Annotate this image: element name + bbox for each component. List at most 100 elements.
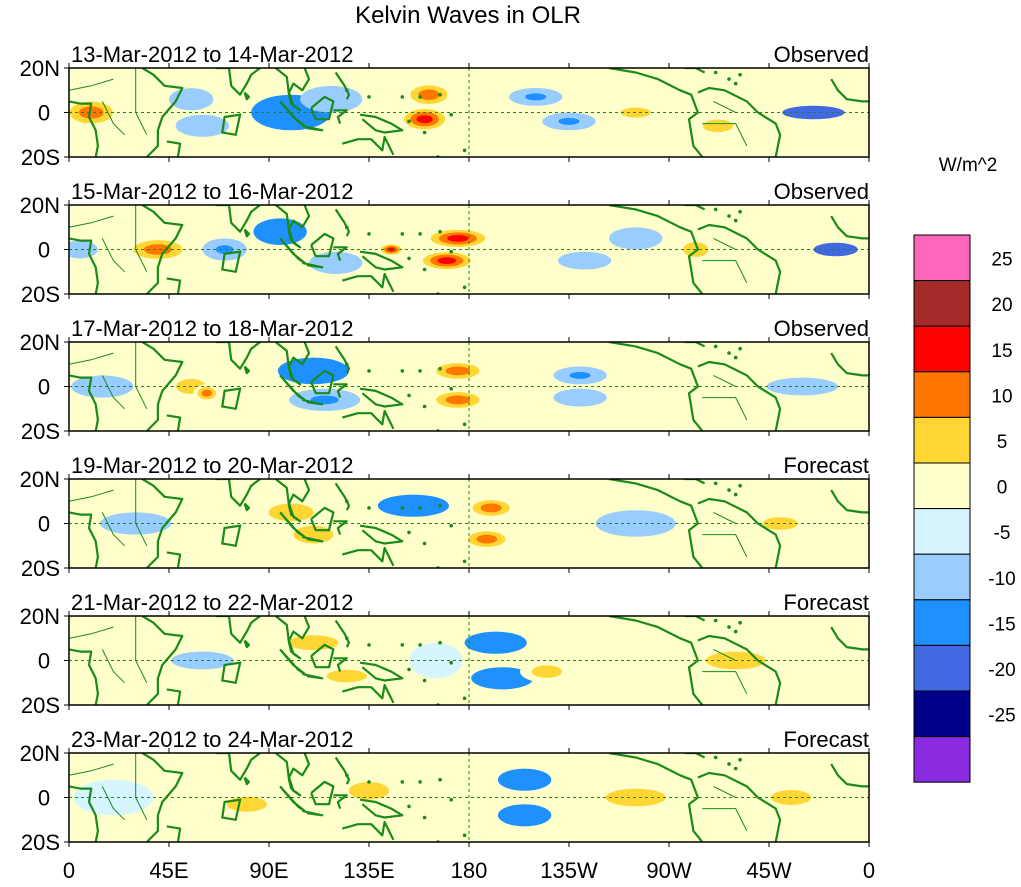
coastline [302,261,324,269]
coastline [243,639,251,649]
coastline [166,140,182,157]
x-tick-label: 45E [149,858,188,883]
panel-status-label: Observed [774,42,869,67]
coastline [141,342,184,431]
island [738,483,742,488]
island [733,766,738,771]
island [367,643,371,647]
coastline [69,237,100,294]
island [738,346,742,351]
island [727,625,731,629]
colorbar-label: 20 [991,295,1012,316]
box-outline [221,524,242,548]
colorbar-label: 15 [991,341,1012,362]
island [400,232,405,236]
country-border [713,785,736,798]
anomaly-contour [445,366,471,376]
coastline [141,753,184,842]
coastline [69,785,100,842]
coastline [243,91,251,101]
anomaly-contour [418,89,440,100]
colorbar-swatch [913,508,971,555]
coastline [141,68,184,157]
coastline [215,342,261,370]
island [462,833,467,838]
country-border [713,374,736,387]
y-tick-label: 0 [38,649,50,674]
country-border [713,648,736,661]
island [733,355,738,360]
y-tick-label: 20N [20,604,60,629]
x-tick-label: 180 [451,858,488,883]
anomaly-contour [445,395,471,405]
x-axis: 0 45E 90E 135E 180 135W 90W 45W 0 [63,858,875,883]
island [407,119,411,124]
colorbar-swatch [913,416,971,464]
country-border [702,534,748,558]
country-border [713,237,736,250]
coastline [341,135,395,156]
coastline [141,479,184,568]
island [713,755,718,760]
anomaly-contour [829,247,843,252]
coastline [275,616,311,660]
anomaly-contour [565,392,596,403]
island [438,366,442,371]
coastline [302,124,324,132]
coastline [243,365,251,375]
coastline [359,113,404,134]
coastline [608,342,704,431]
island [345,88,349,93]
country-border [702,671,748,695]
panel-date-label: 17-Mar-2012 to 18-Mar-2012 [71,316,353,341]
colorbar-swatch [913,325,971,373]
island [407,667,411,672]
country-border [69,626,114,639]
country-border [702,808,748,832]
coastline [310,95,335,121]
island [733,81,738,86]
x-tick-label: 45W [746,858,791,883]
coastline [215,205,261,233]
island [418,506,422,510]
x-tick-label: 90E [249,858,288,883]
coastline [359,250,404,271]
colorbar-swatch [913,371,971,418]
island [438,503,442,508]
anomaly-contour [525,93,547,101]
anomaly-contour [326,669,367,683]
island [438,777,442,782]
country-border [101,512,125,547]
anomaly-contour [178,92,204,106]
island [727,762,731,766]
coastline [830,215,869,240]
island [449,660,454,665]
colorbar-label: 25 [991,250,1012,271]
coastline [166,277,182,294]
coastline [141,616,184,705]
coastline [333,109,348,124]
colorbar-swatch [913,553,971,601]
coastline [608,205,704,294]
panel-date-label: 21-Mar-2012 to 22-Mar-2012 [71,590,353,615]
anomaly-contour [437,257,457,264]
box-outline [221,113,242,137]
island [727,77,731,81]
figure-title: Kelvin Waves in OLR [355,2,581,29]
coastline [333,246,348,261]
country-border [702,123,748,147]
box-outline [221,250,242,274]
island [407,804,411,809]
colorbar-label: 10 [991,386,1012,407]
island [713,481,718,486]
island [733,629,738,634]
y-tick-label: 20N [20,56,60,81]
country-border [713,100,736,113]
coastline [697,497,782,568]
island [418,643,422,647]
colorbar-swatch [913,599,971,646]
island [422,541,427,546]
box-outline [221,387,242,411]
coastline [166,688,182,705]
island [449,249,454,254]
